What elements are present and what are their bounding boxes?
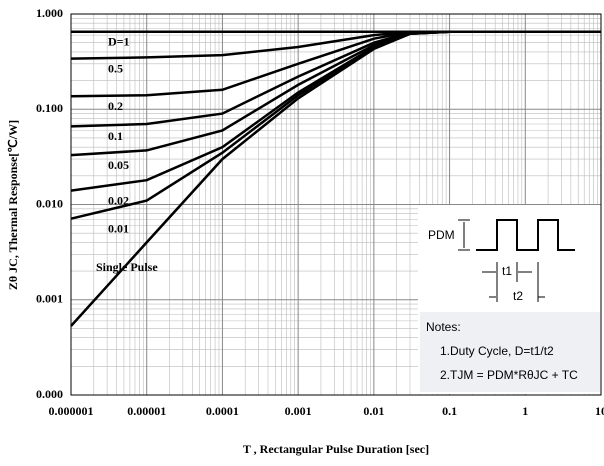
pulse-label: PDM — [428, 228, 455, 242]
x-tick-label: 10 — [595, 404, 604, 418]
lines: D=1 0.5 0.2 0.1 0.05 0.02 0.01 Single Pulse — [70, 30, 601, 327]
note: 1.Duty Cycle, D=t1/t2 — [440, 344, 554, 358]
x-tick-label: 0.00001 — [127, 404, 166, 418]
series-line — [70, 30, 601, 327]
x-tick-label: 1 — [522, 404, 528, 418]
x-tick-label: 0.000001 — [49, 404, 94, 418]
time-markers — [482, 262, 545, 302]
series-label: 0.2 — [108, 99, 123, 113]
series-label: 0.5 — [108, 61, 123, 75]
x-tick-label: 0.001 — [285, 404, 312, 418]
pdm-marker — [458, 219, 470, 251]
notes-box: PDM t1 t2 Notes: 1.Duty Cycle, D=t1/t2 2… — [418, 205, 601, 394]
note: 2.TJM = PDM*RθJC + TC — [440, 368, 578, 382]
y-tick-label: 0.010 — [36, 196, 63, 210]
x-axis-title: T , Rectangular Pulse Duration [sec] — [243, 442, 429, 456]
series-label: Single Pulse — [96, 260, 158, 274]
t1-label: t1 — [502, 264, 512, 278]
y-tick-label: 0.000 — [36, 387, 63, 401]
x-tick-label: 0.0001 — [206, 404, 239, 418]
y-tick-label: 1.000 — [36, 6, 63, 20]
y-tick-label: 0.100 — [36, 101, 63, 115]
x-tick-label: 0.1 — [442, 404, 457, 418]
series-label: D=1 — [108, 35, 130, 49]
notes-title: Notes: — [426, 320, 461, 334]
x-tick-label: 0.01 — [363, 404, 384, 418]
series-label: 0.02 — [108, 193, 129, 207]
series-label: 0.01 — [108, 221, 129, 235]
plot-border — [70, 13, 602, 396]
notes-panel — [420, 312, 600, 392]
series-label: 0.05 — [108, 158, 129, 172]
t2-label: t2 — [513, 289, 523, 303]
series-label: 0.1 — [108, 129, 123, 143]
y-tick-label: 0.001 — [36, 292, 63, 306]
y-axis-title: Zθ JC, Thermal Response[℃/W] — [6, 120, 20, 290]
pulse-waveform — [476, 219, 575, 251]
